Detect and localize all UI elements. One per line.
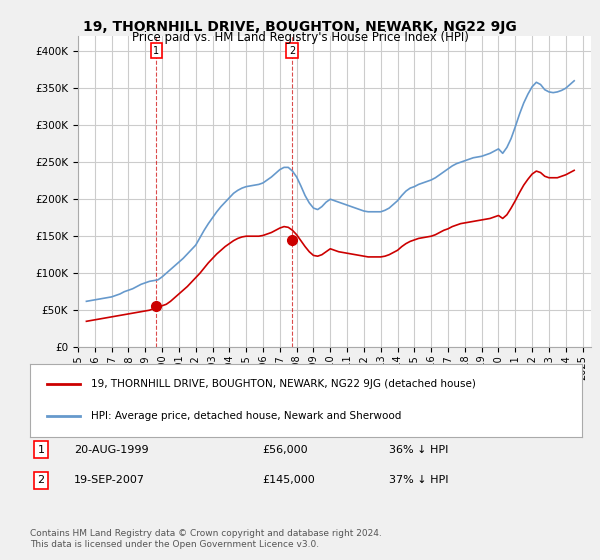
Text: £145,000: £145,000 <box>262 475 314 485</box>
Text: 2: 2 <box>37 475 44 485</box>
Text: 2: 2 <box>289 46 295 56</box>
Text: 1: 1 <box>153 46 159 56</box>
Text: 20-AUG-1999: 20-AUG-1999 <box>74 445 149 455</box>
Text: 19, THORNHILL DRIVE, BOUGHTON, NEWARK, NG22 9JG (detached house): 19, THORNHILL DRIVE, BOUGHTON, NEWARK, N… <box>91 379 476 389</box>
Text: £56,000: £56,000 <box>262 445 307 455</box>
Text: 37% ↓ HPI: 37% ↓ HPI <box>389 475 448 485</box>
Text: HPI: Average price, detached house, Newark and Sherwood: HPI: Average price, detached house, Newa… <box>91 412 401 422</box>
Text: 1: 1 <box>38 445 44 455</box>
Text: Contains HM Land Registry data © Crown copyright and database right 2024.
This d: Contains HM Land Registry data © Crown c… <box>30 529 382 549</box>
Text: 19-SEP-2007: 19-SEP-2007 <box>74 475 145 485</box>
Text: 19, THORNHILL DRIVE, BOUGHTON, NEWARK, NG22 9JG: 19, THORNHILL DRIVE, BOUGHTON, NEWARK, N… <box>83 20 517 34</box>
Text: 36% ↓ HPI: 36% ↓ HPI <box>389 445 448 455</box>
Text: Price paid vs. HM Land Registry's House Price Index (HPI): Price paid vs. HM Land Registry's House … <box>131 31 469 44</box>
